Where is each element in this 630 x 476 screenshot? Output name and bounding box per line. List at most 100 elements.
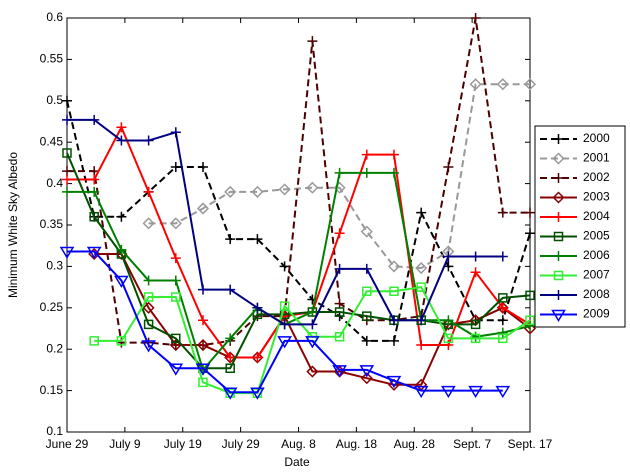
marker bbox=[525, 321, 535, 332]
marker bbox=[89, 186, 100, 197]
marker bbox=[170, 253, 181, 264]
marker bbox=[116, 211, 127, 222]
marker bbox=[225, 234, 236, 245]
x-tick-label: Sept. 17 bbox=[508, 437, 553, 451]
marker bbox=[498, 333, 508, 344]
marker bbox=[498, 293, 508, 303]
marker bbox=[225, 363, 235, 373]
marker bbox=[277, 336, 292, 349]
legend-label: 2006 bbox=[583, 248, 610, 262]
marker bbox=[278, 183, 291, 196]
marker bbox=[525, 290, 535, 301]
marker bbox=[553, 212, 564, 222]
marker bbox=[523, 78, 537, 91]
marker bbox=[171, 292, 181, 302]
marker bbox=[198, 315, 209, 326]
marker bbox=[252, 234, 263, 245]
marker bbox=[59, 246, 75, 259]
marker bbox=[62, 186, 72, 197]
plot-area bbox=[66, 17, 531, 433]
marker bbox=[225, 388, 235, 398]
marker bbox=[388, 335, 399, 346]
x-tick-label: Aug. 18 bbox=[336, 437, 378, 451]
y-tick-label: 0.45 bbox=[40, 134, 64, 148]
marker bbox=[279, 261, 290, 272]
marker bbox=[198, 162, 209, 173]
marker bbox=[387, 260, 401, 273]
marker bbox=[251, 185, 264, 198]
x-tick-label: Sept. 7 bbox=[453, 437, 491, 451]
x-tick-label: July 9 bbox=[109, 437, 141, 451]
y-tick-label: 0.35 bbox=[40, 217, 64, 231]
marker bbox=[470, 251, 481, 262]
marker bbox=[307, 306, 318, 317]
marker bbox=[469, 78, 482, 91]
marker bbox=[361, 335, 372, 346]
marker bbox=[388, 315, 399, 326]
marker bbox=[225, 333, 236, 344]
marker bbox=[362, 311, 372, 321]
marker bbox=[389, 315, 399, 325]
marker bbox=[116, 122, 127, 133]
marker bbox=[141, 340, 156, 353]
marker bbox=[470, 267, 481, 278]
marker bbox=[525, 207, 535, 218]
marker bbox=[62, 114, 72, 125]
x-axis-label: Date bbox=[284, 455, 310, 469]
marker bbox=[143, 319, 154, 330]
marker bbox=[62, 148, 72, 158]
marker bbox=[388, 149, 399, 160]
legend-label: 2004 bbox=[583, 209, 610, 223]
marker bbox=[551, 309, 566, 322]
x-tick-label: July 19 bbox=[164, 437, 202, 451]
y-tick-label: 0.6 bbox=[46, 10, 63, 24]
series-line bbox=[67, 171, 531, 372]
marker bbox=[116, 336, 127, 346]
marker bbox=[361, 167, 372, 178]
marker bbox=[252, 309, 263, 320]
marker bbox=[307, 36, 318, 47]
y-axis-label: Minimum White Sky Albedo bbox=[6, 152, 20, 298]
marker bbox=[497, 327, 508, 338]
marker bbox=[334, 228, 345, 239]
marker bbox=[195, 363, 211, 376]
marker bbox=[416, 315, 427, 326]
marker bbox=[334, 263, 345, 274]
marker bbox=[279, 301, 290, 311]
marker bbox=[468, 385, 483, 399]
marker bbox=[497, 315, 508, 326]
legend-label: 2008 bbox=[583, 287, 610, 301]
marker bbox=[362, 286, 372, 296]
marker bbox=[389, 286, 399, 296]
marker bbox=[553, 290, 564, 300]
marker bbox=[198, 284, 209, 295]
legend-label: 2001 bbox=[583, 151, 610, 165]
marker bbox=[361, 263, 372, 274]
marker bbox=[525, 228, 535, 239]
marker bbox=[279, 319, 290, 330]
marker bbox=[416, 207, 427, 218]
marker bbox=[252, 302, 263, 313]
marker bbox=[443, 333, 454, 344]
x-tick-label: Aug. 8 bbox=[281, 437, 316, 451]
marker bbox=[89, 211, 99, 222]
marker bbox=[443, 251, 454, 262]
legend-label: 2009 bbox=[583, 307, 610, 321]
marker bbox=[415, 261, 428, 275]
marker bbox=[386, 375, 402, 389]
x-tick-label: June 29 bbox=[46, 437, 89, 451]
marker bbox=[496, 78, 509, 91]
marker bbox=[89, 336, 99, 346]
marker bbox=[359, 365, 375, 378]
marker bbox=[250, 387, 265, 400]
y-tick-label: 0.4 bbox=[46, 176, 63, 190]
marker bbox=[497, 251, 508, 262]
marker bbox=[143, 292, 154, 302]
y-tick-label: 0.15 bbox=[40, 383, 64, 397]
y-tick-label: 0.3 bbox=[46, 259, 63, 273]
marker bbox=[143, 135, 154, 146]
marker bbox=[332, 365, 347, 378]
marker bbox=[470, 13, 481, 23]
